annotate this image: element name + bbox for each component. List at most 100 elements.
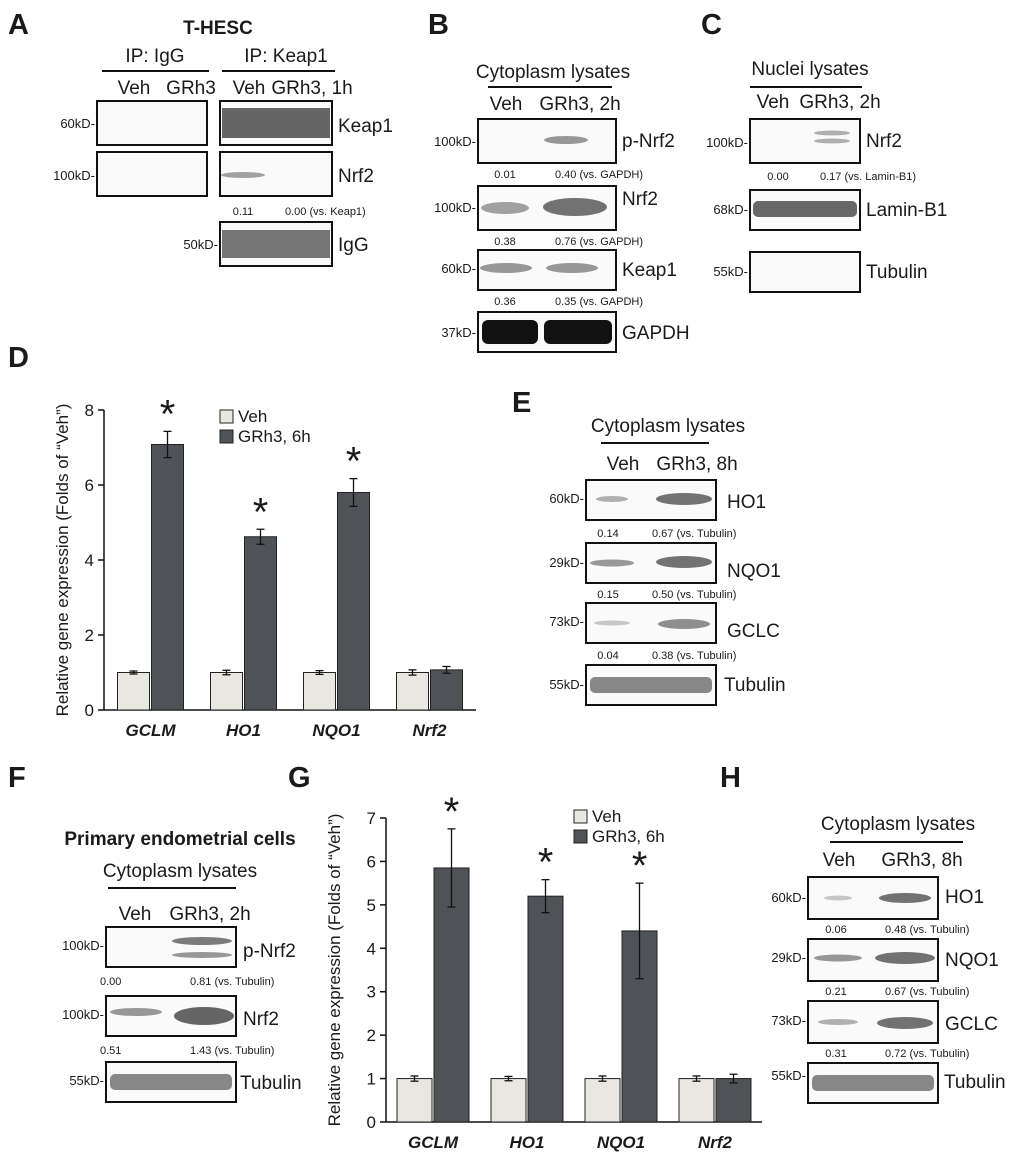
bar-grh3 (430, 669, 463, 711)
panel-f-header: Cytoplasm lysates (103, 861, 257, 882)
quant-grh3: 0.67 (vs. Tubulin) (885, 986, 969, 998)
band-ho1-grh3 (879, 893, 931, 903)
quant-grh3: 0.76 (vs. GAPDH) (555, 236, 643, 248)
ip-keap1-label: IP: Keap1 (244, 46, 327, 67)
category-label: HO1 (226, 721, 261, 740)
lane-grh3: GRh3, 8h (656, 454, 737, 475)
category-label: NQO1 (312, 721, 360, 740)
panel-h-header: Cytoplasm lysates (821, 814, 975, 835)
panel-letter-f: F (8, 762, 26, 794)
marker-73kd: 73kD- (549, 614, 584, 629)
legend-swatch-grh3 (573, 829, 588, 844)
lane-grh3: GRh3, 2h (799, 92, 880, 113)
label-nqo1: NQO1 (727, 561, 781, 582)
bar-grh3 (151, 444, 184, 711)
quant-veh: 0.00 (100, 976, 121, 988)
quant-veh: 0.31 (825, 1048, 846, 1060)
panel-letter-d: D (8, 342, 29, 374)
label-tubulin: Tubulin (944, 1072, 1006, 1093)
band-pnrf2-lower (172, 952, 232, 958)
lane-veh: Veh (490, 94, 523, 115)
quant-grh3: 0.17 (vs. Lamin-B1) (820, 171, 916, 183)
legend-swatch-grh3 (219, 429, 234, 444)
band-gapdh-veh (482, 320, 538, 344)
panel-h: H Cytoplasm lysates Veh GRh3, 8h 60kD- H… (720, 762, 1006, 1104)
significance-star: * (160, 392, 176, 436)
lane-grh3-2: GRh3, 1h (271, 78, 352, 99)
label-igg: IgG (338, 235, 369, 256)
marker-100kd: 100kD- (53, 168, 95, 183)
quant-veh: 0.51 (100, 1045, 121, 1057)
marker-100kd: 100kD- (62, 1007, 104, 1022)
band-nqo1-veh (814, 954, 862, 962)
blot-tubulin (749, 251, 861, 293)
bar-grh3 (337, 492, 370, 711)
marker-100kd: 100kD- (434, 134, 476, 149)
label-gclc: GCLC (727, 621, 780, 642)
bar-veh (210, 672, 243, 711)
label-lamin: Lamin-B1 (866, 200, 947, 221)
panel-f-title: Primary endometrial cells (64, 829, 295, 850)
panel-letter-h: H (720, 762, 741, 794)
y-tick-label: 3 (367, 983, 376, 1002)
label-keap1: Keap1 (622, 260, 677, 281)
legend-label-veh: Veh (238, 407, 267, 426)
band-keap1-grh3 (546, 263, 598, 273)
quant-grh3: 0.81 (vs. Tubulin) (190, 976, 274, 988)
quant-grh3: 0.67 (vs. Tubulin) (652, 528, 736, 540)
bar-veh (584, 1078, 621, 1123)
panel-letter-g: G (288, 762, 311, 794)
category-label: HO1 (510, 1133, 545, 1152)
lane-veh: Veh (119, 904, 152, 925)
label-ho1: HO1 (945, 887, 984, 908)
lane-veh: Veh (757, 92, 790, 113)
panel-letter-e: E (512, 387, 531, 419)
lane-grh3: GRh3, 8h (881, 850, 962, 871)
label-gapdh: GAPDH (622, 323, 690, 344)
band-nrf2-grh3 (174, 1007, 234, 1025)
y-tick-label: 7 (367, 809, 376, 828)
bar-veh (678, 1078, 715, 1123)
quant-veh: 0.06 (825, 924, 846, 936)
panel-letter-b: B (428, 9, 449, 41)
label-nqo1: NQO1 (945, 950, 999, 971)
band-nqo1-grh3 (875, 952, 935, 964)
quant-grh3: 0.00 (vs. Keap1) (285, 206, 366, 218)
significance-star: * (632, 844, 648, 888)
y-tick-label: 5 (367, 896, 376, 915)
quant-veh: 0.15 (597, 589, 618, 601)
marker-60kd: 60kD- (771, 890, 806, 905)
legend-label-grh3: GRh3, 6h (238, 427, 311, 446)
band-gclc-grh3 (877, 1017, 933, 1029)
y-tick-label: 0 (85, 701, 94, 720)
band-igg (222, 230, 330, 258)
quant-veh: 0.01 (494, 169, 515, 181)
quant-veh: 0.14 (597, 528, 618, 540)
label-pnrf2: p-Nrf2 (622, 131, 675, 152)
lane-grh3: GRh3, 2h (169, 904, 250, 925)
marker-29kd: 29kD- (549, 555, 584, 570)
label-nrf2: Nrf2 (243, 1009, 279, 1030)
band-nrf2-grh3 (543, 198, 607, 216)
bar-grh3 (715, 1078, 752, 1123)
panel-d: D 0 2 4 6 8 Relative gene expression (Folds o… (8, 342, 476, 740)
marker-100kd: 100kD- (434, 200, 476, 215)
marker-29kd: 29kD- (771, 950, 806, 965)
marker-100kd: 100kD- (62, 938, 104, 953)
panel-a-title: T-HESC (183, 18, 253, 39)
chart-g: 0 1 2 3 4 5 6 7 Relative gene expression (Folds … (325, 790, 762, 1152)
blot-igg-keap1 (96, 100, 208, 146)
marker-55kd: 55kD- (549, 677, 584, 692)
y-tick-label: 0 (367, 1113, 376, 1132)
marker-37kd: 37kD- (441, 325, 476, 340)
label-gclc: GCLC (945, 1014, 998, 1035)
lane-veh: Veh (823, 850, 856, 871)
lane-veh-1: Veh (118, 78, 151, 99)
panel-f: F Primary endometrial cells Cytoplasm ly… (8, 762, 302, 1103)
panel-c: C Nuclei lysates Veh GRh3, 2h 100kD- Nrf… (701, 9, 947, 293)
marker-60kd: 60kD- (441, 261, 476, 276)
quant-veh: 0.38 (494, 236, 515, 248)
panel-e-header: Cytoplasm lysates (591, 416, 745, 437)
category-label: Nrf2 (412, 721, 447, 740)
significance-star: * (444, 790, 460, 834)
